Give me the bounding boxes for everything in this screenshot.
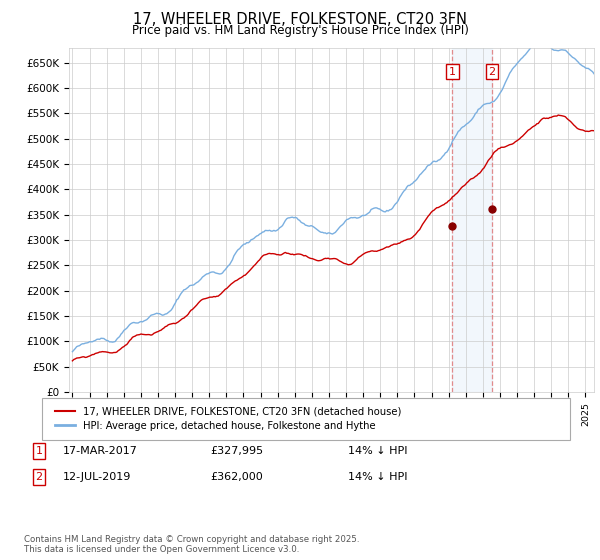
Text: £327,995: £327,995 bbox=[210, 446, 263, 456]
Legend: 17, WHEELER DRIVE, FOLKESTONE, CT20 3FN (detached house), HPI: Average price, de: 17, WHEELER DRIVE, FOLKESTONE, CT20 3FN … bbox=[52, 404, 404, 433]
Text: 2: 2 bbox=[35, 472, 43, 482]
Text: 14% ↓ HPI: 14% ↓ HPI bbox=[348, 446, 407, 456]
Text: £362,000: £362,000 bbox=[210, 472, 263, 482]
Text: 2: 2 bbox=[488, 67, 496, 77]
Text: 14% ↓ HPI: 14% ↓ HPI bbox=[348, 472, 407, 482]
Text: 1: 1 bbox=[449, 67, 456, 77]
Text: 17, WHEELER DRIVE, FOLKESTONE, CT20 3FN: 17, WHEELER DRIVE, FOLKESTONE, CT20 3FN bbox=[133, 12, 467, 27]
Text: Contains HM Land Registry data © Crown copyright and database right 2025.
This d: Contains HM Land Registry data © Crown c… bbox=[24, 535, 359, 554]
Text: 1: 1 bbox=[35, 446, 43, 456]
Text: 12-JUL-2019: 12-JUL-2019 bbox=[63, 472, 131, 482]
Bar bbox=[452, 48, 492, 392]
Text: Price paid vs. HM Land Registry's House Price Index (HPI): Price paid vs. HM Land Registry's House … bbox=[131, 24, 469, 36]
FancyBboxPatch shape bbox=[42, 398, 570, 440]
Text: 17-MAR-2017: 17-MAR-2017 bbox=[63, 446, 138, 456]
